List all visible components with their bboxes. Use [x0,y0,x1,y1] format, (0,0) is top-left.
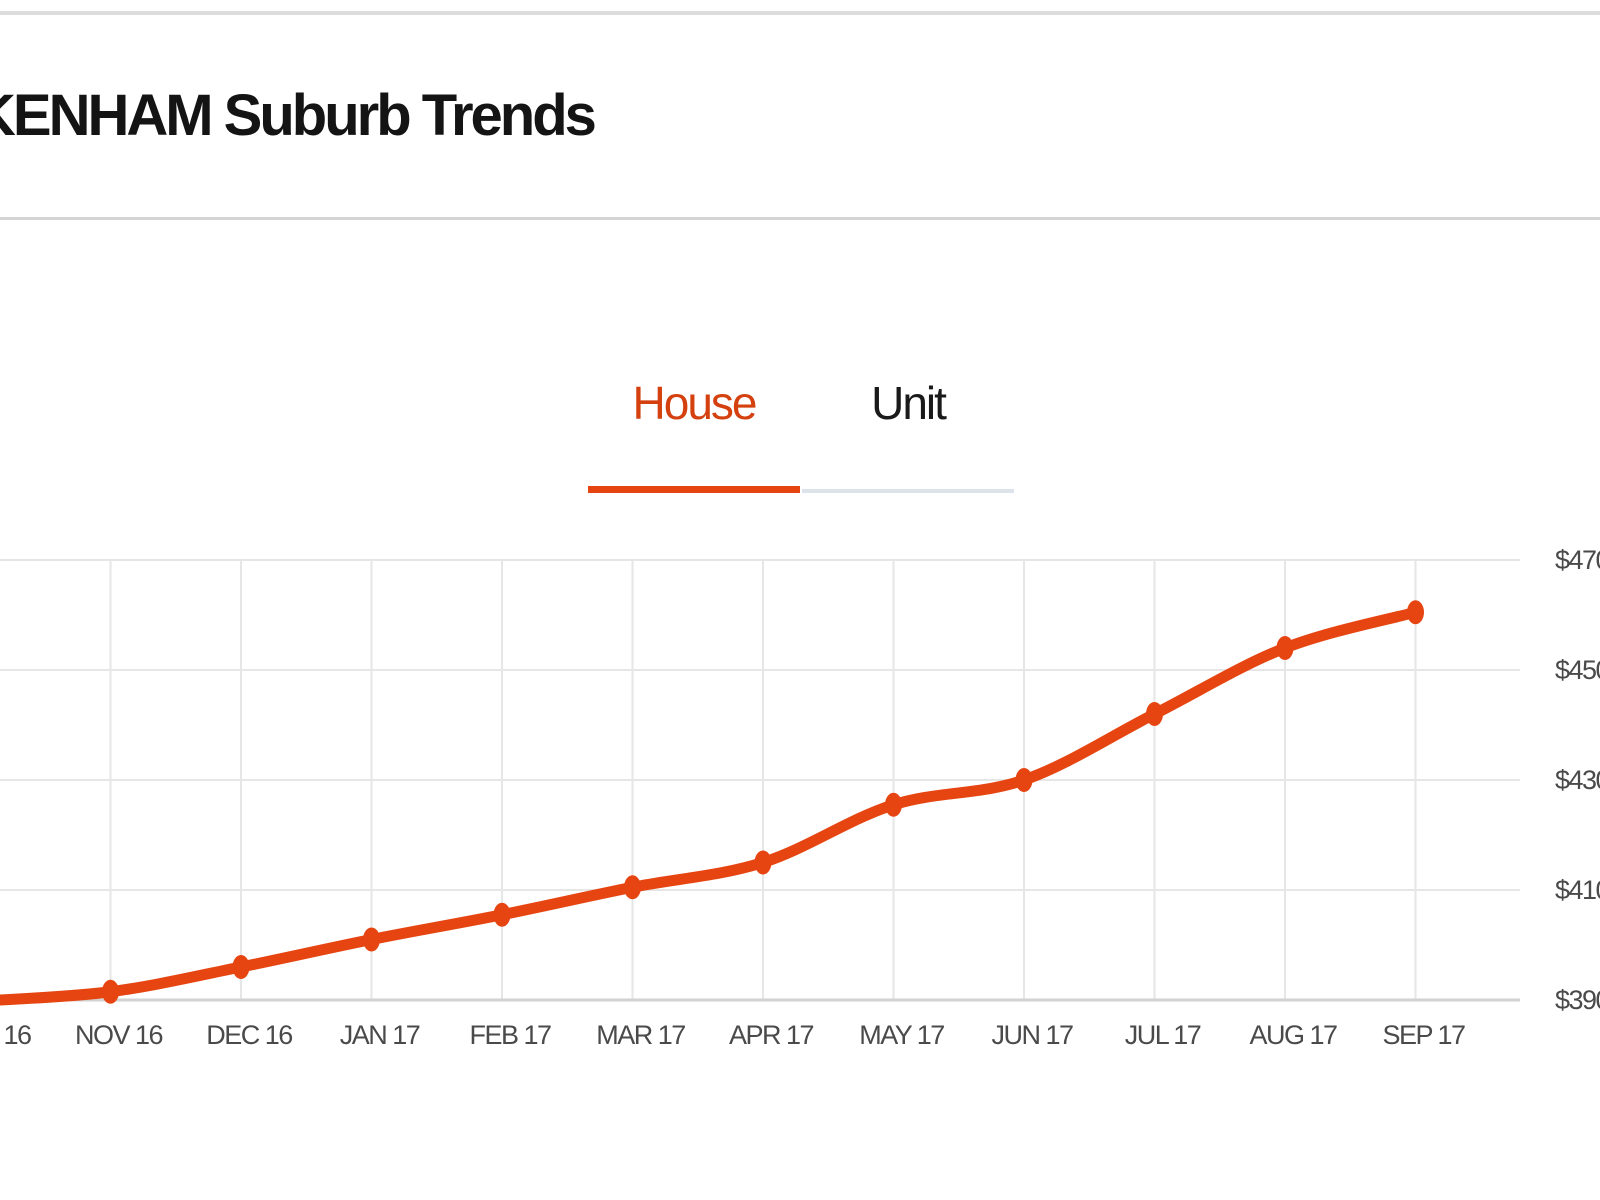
x-tick-label: SEP 17 [1382,1020,1465,1050]
data-point [102,979,119,1004]
x-tick-label: FEB 17 [469,1020,551,1050]
tab-unit-label: Unit [871,377,947,429]
x-tick-label: OCT 16 [0,1020,31,1050]
house-price-trend-chart: $390,000 $410,000 $430,000 $450,000 $470,000… [0,545,1600,1050]
x-tick-label: APR 17 [729,1020,814,1050]
x-tick-label: JUN 17 [991,1020,1073,1050]
tab-unit[interactable]: Unit [802,368,1014,494]
y-tick-label: $450,000 [1555,655,1600,685]
tab-house[interactable]: House [588,368,800,494]
x-tick-label: DEC 16 [206,1020,292,1050]
y-axis: $390,000 $410,000 $430,000 $450,000 $470,000 [1555,545,1600,1015]
data-point [1015,768,1033,792]
x-tick-label: MAY 17 [859,1020,944,1050]
tab-unit-underline [802,489,1014,493]
tab-house-underline [588,486,800,493]
series-line [0,606,1421,1006]
x-axis: OCT 16 NOV 16 DEC 16 JAN 17 FEB 17 MAR 17 APR … [0,1020,1467,1050]
data-point [754,850,772,875]
property-type-tabs: House Unit [588,368,1016,494]
x-tick-label: AUG 17 [1249,1020,1337,1050]
y-tick-label: $470,000 [1555,545,1600,575]
data-point [1407,600,1424,625]
tab-house-label: House [632,377,758,429]
data-point [363,927,380,952]
data-point [1146,702,1163,726]
header-divider [0,217,1600,220]
y-tick-label: $390,000 [1555,985,1600,1015]
data-point [1276,636,1294,660]
chart-grid [0,559,1520,1002]
x-tick-label: NOV 16 [75,1020,163,1050]
page-title: KENHAM Suburb Trends [0,83,597,148]
y-tick-label: $410,000 [1555,875,1600,905]
y-tick-label: $430,000 [1555,765,1600,795]
data-point [232,955,250,979]
data-point [624,875,641,900]
top-divider [0,11,1600,15]
series-house-prices [0,600,1424,1006]
x-tick-label: MAR 17 [596,1020,685,1050]
x-tick-label: JUL 17 [1125,1020,1201,1050]
data-point [493,902,511,927]
x-tick-label: JAN 17 [340,1020,420,1050]
data-point [885,792,902,817]
